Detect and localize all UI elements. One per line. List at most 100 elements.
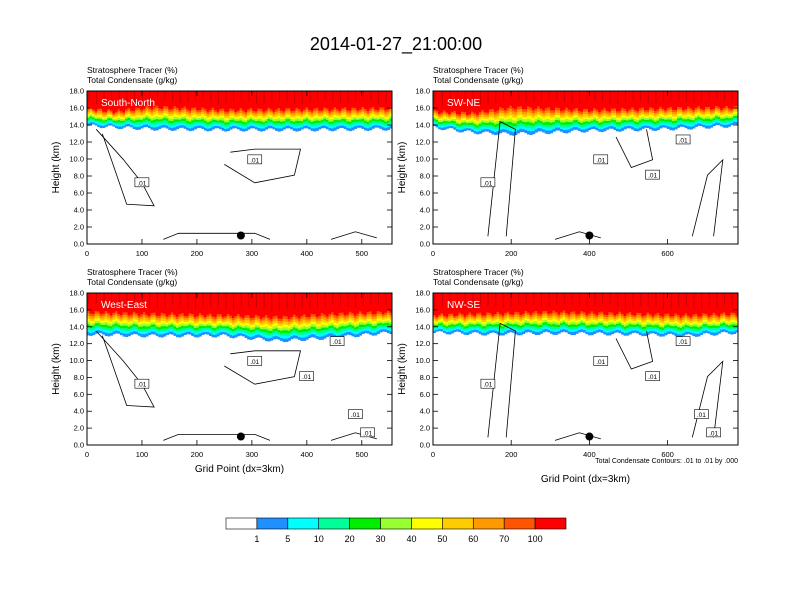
y-tick-label: 0.0 <box>74 441 84 450</box>
panel-title-line2: Total Condensate (g/kg) <box>87 75 177 85</box>
contour-label: .01 <box>137 180 146 187</box>
contour-label-box <box>134 177 150 188</box>
contour-line-2 <box>691 360 724 438</box>
y-tick-label: 18.0 <box>415 289 430 298</box>
panel-title-line1: Stratosphere Tracer (%) <box>87 65 178 75</box>
contour-label-box <box>480 378 496 389</box>
colorbar-swatch <box>442 517 474 530</box>
y-tick-label: 4.0 <box>420 407 430 416</box>
y-tick-label: 16.0 <box>69 104 84 113</box>
contour-label-box <box>593 154 609 165</box>
y-tick-label: 10.0 <box>415 155 430 164</box>
colorbar-label: 70 <box>499 534 509 544</box>
colorbar-swatch <box>380 517 412 530</box>
contour-label-box <box>706 427 721 438</box>
contour-line-1 <box>224 350 302 385</box>
y-tick-label: 4.0 <box>420 206 430 215</box>
x-tick-label: 0 <box>431 450 435 459</box>
y-tick-label: 8.0 <box>420 373 430 382</box>
y-tick-label: 6.0 <box>74 189 84 198</box>
section-label: West-East <box>101 300 147 311</box>
y-tick-label: 12.0 <box>415 138 430 147</box>
contour-line-3 <box>554 432 601 441</box>
panel-2: Stratosphere Tracer (%)Total Condensate … <box>51 267 393 475</box>
tracer-field <box>87 293 392 343</box>
contour-line-2 <box>163 232 271 240</box>
y-tick-label: 18.0 <box>69 87 84 96</box>
y-axis-label: Height (km) <box>397 142 408 194</box>
contour-label: .01 <box>363 430 372 437</box>
x-tick-label: 600 <box>661 450 674 459</box>
contour-line-1 <box>615 330 654 370</box>
x-tick-label: 200 <box>505 249 518 258</box>
y-tick-label: 0.0 <box>420 441 430 450</box>
contour-label: .01 <box>351 412 360 419</box>
section-label: SW-NE <box>447 98 480 109</box>
x-tick-label: 400 <box>583 450 596 459</box>
contour-label: .01 <box>302 374 311 381</box>
x-tick-label: 0 <box>85 450 89 459</box>
panel-3: Stratosphere Tracer (%)Total Condensate … <box>397 267 739 485</box>
y-tick-label: 14.0 <box>415 121 430 130</box>
y-tick-label: 12.0 <box>69 138 84 147</box>
contour-line-3 <box>330 231 377 240</box>
contour-label-box <box>360 427 375 438</box>
x-tick-label: 0 <box>85 249 89 258</box>
y-tick-label: 16.0 <box>415 305 430 314</box>
x-tick-label: 500 <box>356 249 369 258</box>
y-tick-label: 6.0 <box>74 390 84 399</box>
colorbar-swatch <box>225 517 258 530</box>
condensate-contours <box>487 322 724 441</box>
y-tick-label: 16.0 <box>415 104 430 113</box>
panel-title-line1: Stratosphere Tracer (%) <box>433 65 524 75</box>
x-tick-label: 200 <box>191 249 204 258</box>
tracer-field <box>433 293 738 338</box>
panel-title-line2: Total Condensate (g/kg) <box>87 277 177 287</box>
contour-label: .01 <box>250 359 259 366</box>
contour-label-box <box>645 371 660 381</box>
y-tick-label: 14.0 <box>415 322 430 331</box>
contour-footnote: Total Condensate Contours: .01 to .01 by… <box>595 458 738 465</box>
colorbar-swatch <box>349 517 381 530</box>
x-tick-label: 300 <box>246 450 259 459</box>
section-label: NW-SE <box>447 300 480 311</box>
y-tick-label: 4.0 <box>74 407 84 416</box>
contour-label-box <box>480 177 496 188</box>
x-tick-label: 100 <box>136 450 149 459</box>
x-axis-label: Grid Point (dx=3km) <box>541 474 630 485</box>
x-tick-label: 0 <box>431 249 435 258</box>
plot-frame <box>432 90 739 245</box>
contour-line-1 <box>224 148 302 184</box>
panel-0: Stratosphere Tracer (%)Total Condensate … <box>51 65 393 258</box>
x-tick-label: 600 <box>661 249 674 258</box>
contour-label: .01 <box>137 382 146 389</box>
y-axis-label: Height (km) <box>397 343 408 395</box>
location-marker <box>236 432 245 441</box>
y-tick-label: 10.0 <box>69 155 84 164</box>
x-tick-label: 300 <box>246 249 259 258</box>
y-tick-label: 10.0 <box>69 356 84 365</box>
contour-line-2 <box>691 158 724 237</box>
y-tick-label: 2.0 <box>74 424 84 433</box>
contour-label-box <box>329 336 345 346</box>
contour-label-box <box>694 409 709 419</box>
y-tick-label: 12.0 <box>69 339 84 348</box>
colorbar-swatch <box>287 517 320 530</box>
panel-title-line2: Total Condensate (g/kg) <box>433 75 523 85</box>
x-tick-label: 500 <box>356 450 369 459</box>
condensate-contours <box>95 129 377 240</box>
contour-line-3 <box>554 231 601 240</box>
y-tick-label: 0.0 <box>420 240 430 249</box>
y-tick-label: 0.0 <box>74 240 84 249</box>
contour-line-0 <box>95 330 155 408</box>
colorbar-label: 30 <box>376 534 386 544</box>
contour-label-box <box>299 371 314 381</box>
contour-label: .01 <box>679 339 688 346</box>
contour-label-box <box>247 356 263 366</box>
plot-frame <box>432 292 739 446</box>
contour-label-box <box>675 134 691 145</box>
contour-label: .01 <box>333 339 342 346</box>
x-tick-label: 400 <box>301 249 314 258</box>
panel-1: Stratosphere Tracer (%)Total Condensate … <box>397 65 739 258</box>
contour-label-box <box>645 169 660 180</box>
